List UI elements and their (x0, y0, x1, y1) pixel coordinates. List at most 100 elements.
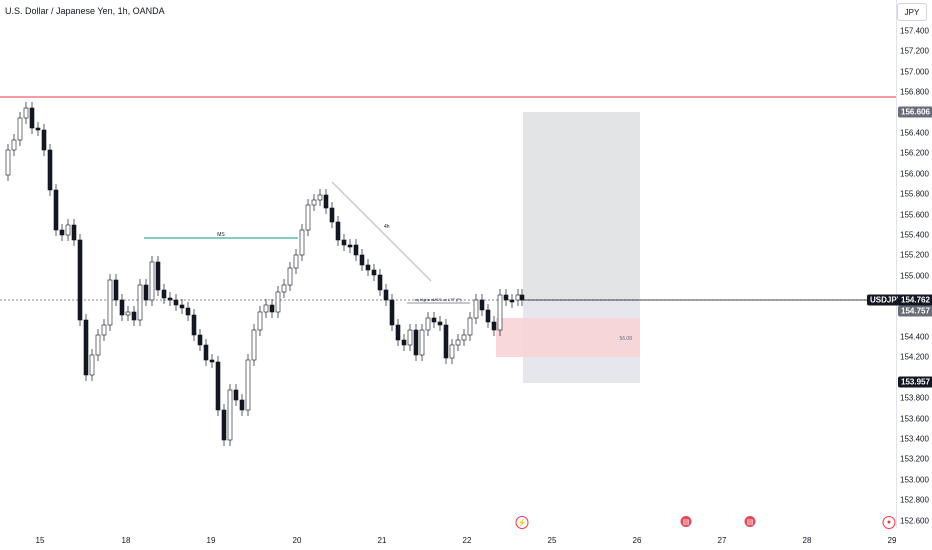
price-axis-divider (896, 0, 897, 528)
price-tick-label: 155.600 (900, 210, 929, 220)
candle (263, 304, 269, 313)
time-tick-label: 21 (377, 536, 387, 545)
price-tick-label: 157.000 (900, 67, 929, 77)
time-tick-label: 27 (717, 536, 727, 545)
candle (479, 299, 485, 311)
candle (467, 317, 473, 336)
price-tick-label: 153.600 (900, 414, 929, 424)
candle (341, 239, 347, 246)
currency-button[interactable]: JPY (897, 3, 927, 21)
candle (329, 207, 335, 223)
time-tick-label: 28 (802, 536, 812, 545)
price-tick-label: 153.200 (900, 454, 929, 464)
candle (347, 244, 353, 248)
price-tick-label: 155.200 (900, 250, 929, 260)
candle (377, 274, 383, 291)
candle (143, 284, 149, 301)
us-flag-icon[interactable]: ▤ (744, 516, 756, 527)
candle (293, 254, 299, 269)
candle (455, 339, 461, 346)
candle (77, 239, 83, 321)
price-tick-label: 157.400 (900, 26, 929, 36)
candle (41, 129, 47, 151)
candle (269, 304, 275, 313)
lightning-icon[interactable]: ⚡ (515, 516, 529, 529)
entry-price-tag: 154.757 (898, 305, 932, 317)
price-tick-label: 156.200 (900, 148, 929, 158)
candle (503, 294, 509, 301)
candle (419, 329, 425, 356)
us-flag-icon[interactable]: ▤ (680, 516, 692, 527)
candle (509, 299, 515, 303)
candle (29, 107, 35, 129)
trend-label: 4h (384, 224, 390, 230)
candle (65, 224, 71, 236)
candle (95, 334, 101, 356)
candle (239, 399, 245, 411)
ms-label: MS (217, 232, 225, 238)
record-icon[interactable]: ● (882, 516, 896, 529)
candle (179, 304, 185, 309)
price-tick-label: 155.000 (900, 271, 929, 281)
price-tick-label: 156.400 (900, 128, 929, 138)
candle (257, 311, 263, 331)
candle (413, 329, 419, 356)
candle (89, 354, 95, 376)
symbol-title: U.S. Dollar / Japanese Yen, 1h, OANDA (5, 6, 165, 16)
candle (197, 334, 203, 346)
candle (275, 291, 281, 313)
candle (485, 309, 491, 323)
candle (323, 194, 329, 209)
time-tick-label: 26 (632, 536, 642, 545)
candle (155, 261, 161, 291)
chart-canvas[interactable]: MS 4h eq highs sMSS on LTF (P) 56.08 (0, 0, 896, 528)
candle (119, 299, 125, 316)
price-tick-label: 152.600 (900, 516, 929, 526)
candle (233, 389, 239, 401)
price-tick-label: 152.800 (900, 495, 929, 505)
candle (425, 317, 431, 331)
candle (191, 314, 197, 336)
candle (107, 279, 113, 326)
price-tick-label: 153.000 (900, 475, 929, 485)
price-tick-label: 153.800 (900, 393, 929, 403)
candle (185, 307, 191, 316)
candle (407, 329, 413, 346)
candle (53, 189, 59, 231)
price-tick-label: 155.800 (900, 189, 929, 199)
candle (35, 127, 41, 131)
candle (215, 361, 221, 411)
time-tick-label: 22 (462, 536, 472, 545)
candle (431, 317, 437, 323)
candle (251, 329, 257, 361)
target-zone (523, 112, 640, 301)
candle (23, 107, 29, 119)
candle (395, 324, 401, 341)
price-tick-label: 153.400 (900, 434, 929, 444)
candlestick-chart[interactable]: MS 4h eq highs sMSS on LTF (P) 56.08 (0, 0, 896, 528)
candle (497, 294, 503, 331)
position-zone (496, 318, 640, 357)
candle (167, 297, 173, 301)
candle (335, 221, 341, 241)
candle (473, 299, 479, 319)
candle (443, 324, 449, 359)
candle (305, 204, 311, 231)
candle (449, 344, 455, 359)
candle (281, 284, 287, 293)
time-tick-label: 29 (887, 536, 897, 545)
candle (299, 229, 305, 256)
current-price-tag: 154.762 (898, 294, 932, 306)
candle (311, 199, 317, 206)
candle (161, 289, 167, 299)
candle (437, 321, 443, 326)
candle (461, 334, 467, 341)
candle (401, 339, 407, 346)
candle (221, 409, 227, 441)
candle (203, 344, 209, 361)
candle (59, 229, 65, 236)
candle (519, 294, 525, 301)
symbol-tag: USDJPY (867, 294, 906, 306)
time-tick-label: 20 (292, 536, 302, 545)
candle (11, 139, 17, 151)
